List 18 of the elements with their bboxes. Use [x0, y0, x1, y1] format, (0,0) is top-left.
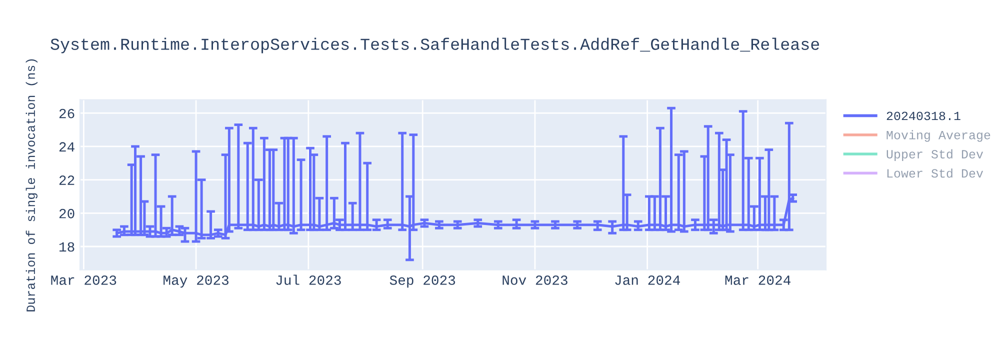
y-tick-label: 24: [59, 142, 74, 152]
y-tick-label: 18: [59, 242, 74, 252]
x-tick-label: Jul 2023: [276, 274, 341, 285]
x-tick-label: Mar 2024: [725, 275, 790, 285]
x-tick-label: Jan 2024: [615, 275, 680, 285]
x-tick-label: Nov 2023: [502, 275, 568, 285]
y-tick-label: 26: [59, 108, 74, 118]
x-tick-label: Mar 2023: [51, 275, 116, 285]
legend-label: Upper Std Dev: [886, 149, 984, 161]
x-tick-label: Sep 2023: [390, 275, 456, 288]
y-tick-label: 20: [59, 208, 74, 218]
legend-label: 20240318.1: [886, 112, 960, 120]
legend-label: Lower Std Dev: [887, 168, 984, 178]
x-tick-label: May 2023: [164, 275, 228, 288]
chart-title: System.Runtime.InteropServices.Tests.SafeHandleTests.AddRef_GetHandle_Release: [50, 38, 820, 54]
y-axis-title: Duration of single invocation (ns): [26, 59, 38, 312]
legend-label: Moving Average: [886, 130, 990, 142]
y-tick-label: 22: [59, 176, 74, 185]
